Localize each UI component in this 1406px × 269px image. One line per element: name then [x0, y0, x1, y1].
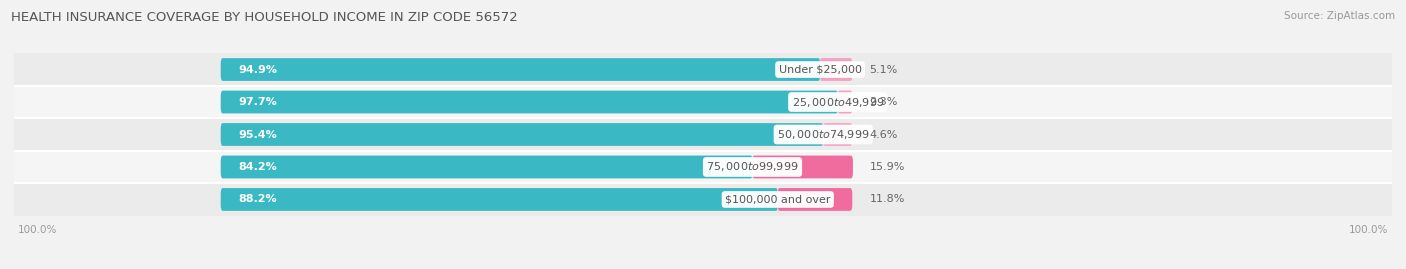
FancyBboxPatch shape: [221, 188, 852, 211]
FancyBboxPatch shape: [221, 58, 852, 81]
Text: Source: ZipAtlas.com: Source: ZipAtlas.com: [1284, 11, 1395, 21]
FancyBboxPatch shape: [824, 123, 852, 146]
Text: 5.1%: 5.1%: [869, 65, 898, 75]
Text: 97.7%: 97.7%: [238, 97, 277, 107]
Text: 94.9%: 94.9%: [238, 65, 277, 75]
FancyBboxPatch shape: [221, 155, 853, 178]
Text: HEALTH INSURANCE COVERAGE BY HOUSEHOLD INCOME IN ZIP CODE 56572: HEALTH INSURANCE COVERAGE BY HOUSEHOLD I…: [11, 11, 517, 24]
FancyBboxPatch shape: [778, 188, 852, 211]
Text: 15.9%: 15.9%: [870, 162, 905, 172]
FancyBboxPatch shape: [221, 123, 824, 146]
FancyBboxPatch shape: [221, 188, 778, 211]
Text: 2.3%: 2.3%: [869, 97, 898, 107]
Text: 84.2%: 84.2%: [238, 162, 277, 172]
FancyBboxPatch shape: [14, 183, 1392, 216]
FancyBboxPatch shape: [221, 123, 852, 146]
Text: 4.6%: 4.6%: [869, 129, 898, 140]
FancyBboxPatch shape: [14, 151, 1392, 183]
Text: $75,000 to $99,999: $75,000 to $99,999: [706, 161, 799, 174]
Text: 88.2%: 88.2%: [238, 194, 277, 204]
FancyBboxPatch shape: [752, 155, 853, 178]
Text: $50,000 to $74,999: $50,000 to $74,999: [778, 128, 869, 141]
Text: $100,000 and over: $100,000 and over: [725, 194, 831, 204]
FancyBboxPatch shape: [221, 58, 820, 81]
FancyBboxPatch shape: [221, 91, 838, 114]
FancyBboxPatch shape: [14, 53, 1392, 86]
FancyBboxPatch shape: [221, 91, 852, 114]
Text: $25,000 to $49,999: $25,000 to $49,999: [792, 95, 884, 108]
FancyBboxPatch shape: [820, 58, 852, 81]
Text: Under $25,000: Under $25,000: [779, 65, 862, 75]
FancyBboxPatch shape: [14, 118, 1392, 151]
FancyBboxPatch shape: [838, 91, 852, 114]
Text: 11.8%: 11.8%: [869, 194, 905, 204]
FancyBboxPatch shape: [221, 155, 752, 178]
Text: 95.4%: 95.4%: [238, 129, 277, 140]
FancyBboxPatch shape: [14, 86, 1392, 118]
